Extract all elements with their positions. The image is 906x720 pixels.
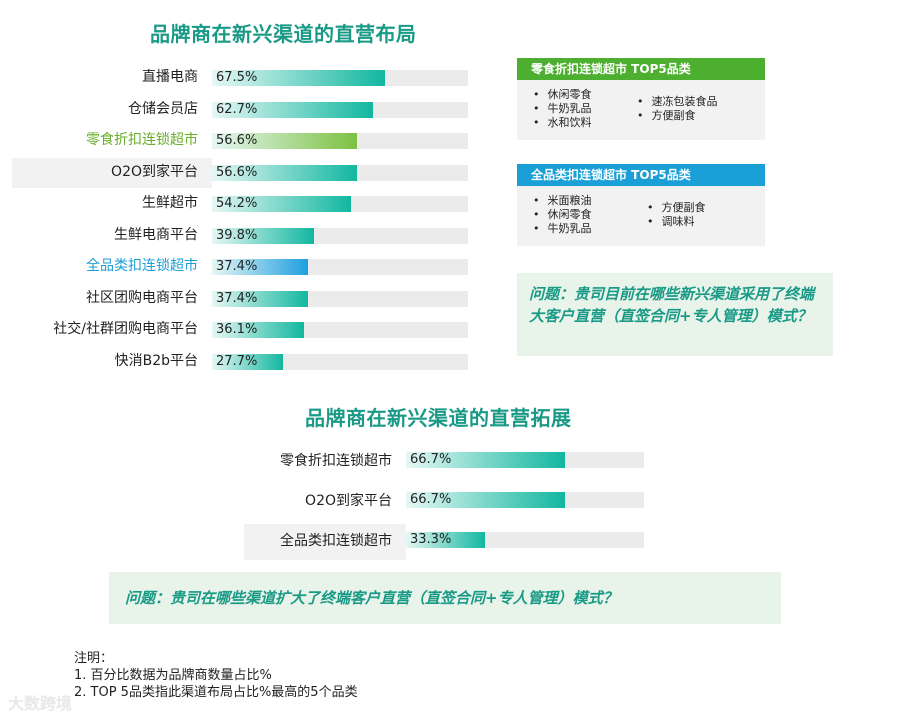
bar	[406, 532, 486, 548]
footnote-heading: 注明：	[74, 651, 114, 666]
top5-box-header: 全品类扣连锁超市 TOP5品类	[517, 164, 765, 186]
bar-track: 56.6%	[212, 164, 468, 181]
bar	[212, 259, 308, 275]
bar-track: 62.7%	[212, 101, 468, 118]
bar	[406, 492, 565, 508]
top5-item: 休闲零食	[533, 208, 592, 222]
data-label: 62.7%	[216, 101, 258, 117]
bar	[212, 133, 357, 149]
top5-item: 牛奶乳品	[533, 102, 592, 116]
top5-list-col2: 速冻包装食品 方便副食	[637, 95, 718, 123]
data-label: 37.4%	[216, 290, 258, 306]
bar	[212, 164, 357, 181]
survey-question-1: 问题：贵司目前在哪些新兴渠道采用了终端大客户直营（直签合同+专人管理）模式？	[517, 273, 833, 356]
watermark-logo: 大数跨境	[8, 694, 73, 713]
footnote-line: 2. TOP 5品类指此渠道布局占比%最高的5个品类	[74, 685, 358, 700]
category-label: O2O到家平台	[111, 163, 198, 180]
bar-track: 67.5%	[212, 70, 468, 86]
top5-item: 速冻包装食品	[637, 95, 718, 109]
footnotes: 注明： 1. 百分比数据为品牌商数量占比% 2. TOP 5品类指此渠道布局占比…	[74, 650, 358, 701]
category-label: 生鲜超市	[142, 195, 198, 211]
bar	[212, 70, 385, 86]
category-label: 仓储会员店	[128, 100, 198, 117]
category-label: 全品类扣连锁超市	[86, 258, 198, 274]
top5-item: 米面粮油	[533, 194, 592, 208]
bar	[406, 452, 565, 468]
data-label: 37.4%	[216, 259, 258, 274]
data-label: 27.7%	[216, 353, 258, 369]
data-label: 56.6%	[216, 133, 258, 148]
bar	[212, 101, 373, 118]
data-label: 33.3%	[410, 532, 452, 547]
category-label: 社交/社群团购电商平台	[53, 321, 198, 337]
bar-track: 66.7%	[406, 452, 644, 468]
row-shading	[12, 157, 212, 188]
category-label: O2O到家平台	[305, 493, 392, 509]
bar-track: 37.4%	[212, 290, 468, 307]
category-label: 零食折扣连锁超市	[280, 453, 392, 469]
bar-track: 39.8%	[212, 227, 468, 244]
bar	[212, 227, 314, 244]
category-label: 生鲜电商平台	[114, 226, 198, 243]
bar-track: 54.2%	[212, 196, 468, 212]
category-label: 社区团购电商平台	[86, 289, 198, 306]
bar	[212, 196, 351, 212]
top5-item: 水和饮料	[533, 116, 592, 130]
top5-list-col1: 米面粮油 休闲零食 牛奶乳品	[533, 194, 592, 236]
data-label: 66.7%	[410, 452, 452, 467]
bar	[212, 353, 283, 370]
category-label: 零食折扣连锁超市	[86, 132, 198, 148]
top5-list-col1: 休闲零食 牛奶乳品 水和饮料	[533, 88, 592, 130]
bar	[212, 322, 305, 338]
bar-track: 33.3%	[406, 532, 644, 548]
chart1-title: 品牌商在新兴渠道的直营布局	[150, 22, 417, 46]
data-label: 39.8%	[216, 227, 258, 243]
category-label: 直播电商	[142, 69, 198, 85]
bar-track: 27.7%	[212, 353, 468, 370]
top5-item: 休闲零食	[533, 88, 592, 102]
top5-item: 方便副食	[647, 201, 706, 215]
footnote-line: 1. 百分比数据为品牌商数量占比%	[74, 668, 272, 683]
data-label: 36.1%	[216, 322, 258, 337]
top5-item: 调味料	[647, 215, 706, 229]
data-label: 66.7%	[410, 492, 452, 507]
bar-track: 66.7%	[406, 492, 644, 508]
top5-box-header: 零食折扣连锁超市 TOP5品类	[517, 58, 765, 80]
data-label: 54.2%	[216, 196, 258, 211]
data-label: 67.5%	[216, 70, 258, 85]
bar-track: 37.4%	[212, 259, 468, 275]
top5-box-snack-discount: 零食折扣连锁超市 TOP5品类 休闲零食 牛奶乳品 水和饮料 速冻包装食品 方便…	[517, 58, 765, 140]
category-label: 快消B2b平台	[114, 352, 198, 369]
bar-track: 36.1%	[212, 322, 468, 338]
top5-item: 牛奶乳品	[533, 222, 592, 236]
bar-track: 56.6%	[212, 133, 468, 149]
top5-item: 方便副食	[637, 109, 718, 123]
bar	[212, 290, 308, 307]
row-shading	[244, 524, 406, 560]
data-label: 56.6%	[216, 164, 258, 180]
chart2-title: 品牌商在新兴渠道的直营拓展	[305, 406, 572, 430]
survey-question-2: 问题：贵司在哪些渠道扩大了终端客户直营（直签合同+专人管理）模式？	[109, 572, 781, 624]
top5-list-col2: 方便副食 调味料	[647, 201, 706, 229]
category-label: 全品类扣连锁超市	[280, 533, 392, 549]
top5-box-full-category: 全品类扣连锁超市 TOP5品类 米面粮油 休闲零食 牛奶乳品 方便副食 调味料	[517, 164, 765, 246]
